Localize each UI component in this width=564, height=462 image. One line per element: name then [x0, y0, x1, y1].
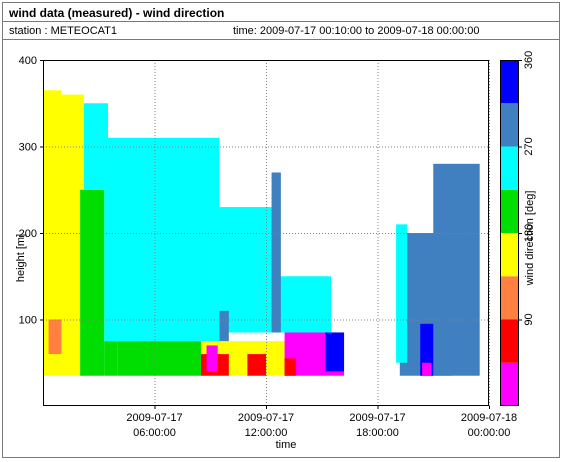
heatmap-cells: [43, 90, 480, 376]
colorbar: 90 180 270 360: [500, 51, 535, 406]
colorbar-segment: [500, 189, 519, 233]
colorbar-frame: [500, 60, 519, 406]
title-bar: wind data (measured) - wind direction: [3, 3, 559, 22]
x-tick-time-label: 06:00:00: [133, 427, 176, 439]
y-axis-label: height [m]: [15, 234, 27, 282]
heatmap-cell: [275, 276, 332, 333]
station-label: station : METEOCAT1: [9, 25, 117, 37]
plot-frame: [43, 60, 489, 406]
colorbar-segment: [500, 60, 519, 104]
colorbar-label: wind direction [deg]: [524, 191, 536, 287]
y-tick-label: 400: [19, 55, 37, 67]
heatmap-cell: [61, 94, 84, 376]
y-tick-label: 300: [19, 142, 37, 154]
heatmap-cell: [104, 341, 118, 376]
colorbar-segment: [500, 362, 519, 406]
colorbar-segment: [500, 276, 519, 320]
colorbar-segment: [500, 146, 519, 190]
heatmap-cell: [206, 345, 218, 372]
heatmap-cell: [396, 224, 408, 363]
x-tick-date-label: 2009-07-18: [461, 412, 517, 424]
colorbar-tick-label: 180: [523, 224, 535, 242]
heatmap-cell: [325, 332, 345, 372]
heatmap-cell: [219, 310, 229, 342]
time-range-label: time: 2009-07-17 00:10:00 to 2009-07-18 …: [233, 25, 480, 37]
x-tick-date-label: 2009-07-17: [126, 412, 182, 424]
y-tick-label: 200: [19, 228, 37, 240]
colorbar-tick-label: 270: [523, 137, 535, 155]
x-tick-time-label: 18:00:00: [356, 427, 399, 439]
heatmap-cell: [247, 354, 266, 376]
x-tick-date-label: 2009-07-17: [349, 412, 405, 424]
heatmap-cell: [104, 137, 220, 342]
chart-title: wind data (measured) - wind direction: [9, 6, 225, 20]
colorbar-tick-label: 360: [523, 51, 535, 69]
colorbar-segment: [500, 103, 519, 147]
heatmap-cell: [83, 103, 109, 190]
x-tick-time-label: 00:00:00: [468, 427, 511, 439]
heatmap-cell: [80, 189, 105, 376]
info-bar: station : METEOCAT1 time: 2009-07-17 00:…: [3, 22, 559, 40]
y-tick-label: 100: [19, 315, 37, 327]
heatmap-cell: [271, 172, 281, 333]
x-axis-label: time: [276, 439, 297, 451]
colorbar-tick-label: 90: [523, 313, 535, 325]
heatmap-cell: [284, 358, 296, 376]
heatmap-cell: [433, 163, 480, 376]
x-tick-date-label: 2009-07-17: [238, 412, 294, 424]
colorbar-segment: [500, 319, 519, 363]
colorbar-segment: [500, 233, 519, 277]
heatmap-cell: [48, 319, 62, 355]
heatmap-cell: [117, 341, 201, 376]
heatmap-cell: [422, 362, 432, 376]
x-tick-time-label: 12:00:00: [245, 427, 288, 439]
